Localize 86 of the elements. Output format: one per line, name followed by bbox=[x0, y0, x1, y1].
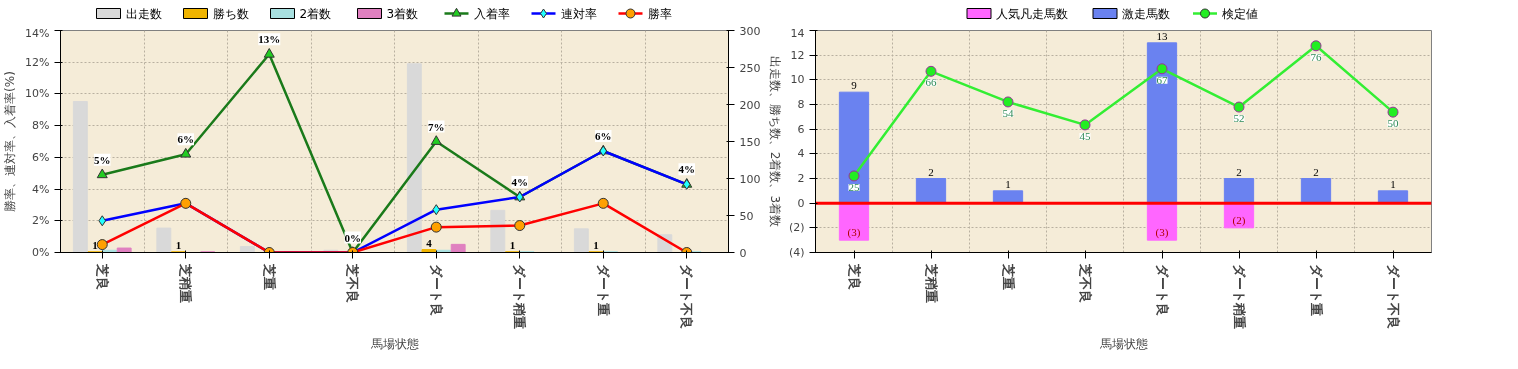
legend-label: 2着数 bbox=[299, 6, 332, 21]
legend-label: 激走馬数 bbox=[1122, 6, 1170, 21]
x-axis-title: 馬場状態 bbox=[369, 336, 419, 351]
y-tick-label: 0% bbox=[32, 246, 50, 259]
data-label: 76 bbox=[1310, 50, 1322, 63]
y-tick-label: (4) bbox=[788, 246, 805, 259]
x-tick-label: 芝良 bbox=[94, 262, 110, 290]
data-label: 52 bbox=[1233, 112, 1245, 125]
data-label: 2 bbox=[928, 165, 934, 178]
legend-label: 入着率 bbox=[473, 6, 510, 21]
data-label: 1 bbox=[1005, 177, 1011, 190]
data-label: 1 bbox=[175, 238, 182, 251]
y2-tick-label: 50 bbox=[739, 209, 754, 223]
y-tick-label: 2% bbox=[32, 214, 50, 228]
x-tick-label: ダート不良 bbox=[679, 263, 695, 329]
x-tick-label: ダート重 bbox=[1308, 263, 1324, 316]
data-label: 13% bbox=[258, 33, 281, 46]
y2-tick-label: 200 bbox=[739, 98, 761, 112]
data-label: 6% bbox=[595, 130, 612, 143]
x-axis-title: 馬場状態 bbox=[1098, 336, 1148, 351]
y-tick-label: 8 bbox=[797, 98, 805, 111]
data-label: 4% bbox=[678, 163, 695, 176]
x-tick-label: 芝稍重 bbox=[923, 262, 939, 303]
y2-axis-title: 出走数、勝ち数、2着数、3着数 bbox=[768, 55, 783, 228]
y2-tick-label: 100 bbox=[739, 172, 761, 186]
legend-label: 人気凡走馬数 bbox=[996, 6, 1068, 21]
x-tick-label: 芝良 bbox=[846, 262, 862, 290]
y-axis-title: 勝率、連対率、入着率(%) bbox=[3, 71, 18, 212]
data-label: 25 bbox=[848, 180, 860, 193]
data-label: 13 bbox=[1156, 29, 1168, 42]
data-label: 6% bbox=[177, 133, 194, 146]
data-label: 45 bbox=[1079, 129, 1091, 142]
y-tick-label: 12 bbox=[790, 48, 805, 62]
y2-tick-label: 150 bbox=[739, 135, 761, 149]
y2-tick-label: 0 bbox=[739, 246, 747, 260]
y-tick-label: 14% bbox=[25, 26, 50, 40]
x-tick-label: 芝重 bbox=[261, 262, 277, 290]
y-tick-label: 10% bbox=[25, 87, 50, 101]
y-tick-label: 2 bbox=[797, 172, 805, 185]
data-label: 7% bbox=[428, 120, 445, 133]
x-tick-label: ダート重 bbox=[595, 263, 611, 316]
data-label: 1 bbox=[509, 238, 516, 251]
x-tick-label: 芝不良 bbox=[1077, 262, 1093, 303]
data-label: 67 bbox=[1156, 73, 1168, 86]
y-tick-label: 6% bbox=[32, 150, 50, 164]
legend-label: 連対率 bbox=[560, 6, 597, 21]
legend-label: 勝ち数 bbox=[212, 6, 249, 21]
y2-tick-label: 300 bbox=[739, 24, 761, 38]
y-tick-label: (2) bbox=[788, 221, 805, 235]
data-label: (3) bbox=[1155, 226, 1169, 240]
y-tick-label: 4 bbox=[797, 147, 805, 161]
y-tick-label: 8% bbox=[32, 119, 50, 133]
legend-label: 出走数 bbox=[125, 6, 162, 21]
data-label: 0% bbox=[344, 231, 361, 244]
data-label: 54 bbox=[1002, 106, 1014, 119]
x-tick-label: ダート稍重 bbox=[1231, 263, 1247, 329]
data-label: 1 bbox=[92, 238, 98, 251]
data-label: 50 bbox=[1387, 117, 1399, 130]
x-tick-label: 芝不良 bbox=[345, 262, 361, 303]
y-tick-label: 4% bbox=[32, 182, 50, 196]
data-label: 2 bbox=[1313, 165, 1319, 178]
data-label: (2) bbox=[1232, 213, 1246, 227]
x-tick-label: ダート不良 bbox=[1385, 263, 1401, 329]
y-tick-label: 0 bbox=[797, 196, 805, 210]
data-label: 1 bbox=[593, 238, 599, 251]
x-tick-label: ダート良 bbox=[428, 263, 444, 316]
x-tick-label: 芝稍重 bbox=[178, 262, 194, 303]
x-tick-label: ダート稍重 bbox=[512, 263, 528, 329]
y-tick-label: 10 bbox=[790, 73, 805, 87]
x-tick-label: ダート良 bbox=[1154, 263, 1170, 316]
data-label: 66 bbox=[925, 76, 937, 89]
data-label: (3) bbox=[847, 226, 861, 240]
legend-label: 勝率 bbox=[647, 6, 672, 21]
x-tick-label: 芝重 bbox=[1000, 262, 1016, 290]
data-label: 1 bbox=[1390, 177, 1396, 190]
y-tick-label: 12% bbox=[25, 55, 50, 69]
y-tick-label: 14 bbox=[790, 26, 805, 40]
legend-label: 検定値 bbox=[1222, 6, 1258, 21]
legend-label: 3着数 bbox=[386, 6, 419, 21]
data-label: 5% bbox=[94, 153, 111, 166]
y2-tick-label: 250 bbox=[739, 61, 761, 75]
y-tick-label: 6 bbox=[797, 122, 805, 136]
data-label: 4 bbox=[426, 236, 433, 249]
data-label: 9 bbox=[851, 79, 858, 92]
data-label: 2 bbox=[1236, 165, 1242, 178]
data-label: 4% bbox=[511, 176, 528, 188]
